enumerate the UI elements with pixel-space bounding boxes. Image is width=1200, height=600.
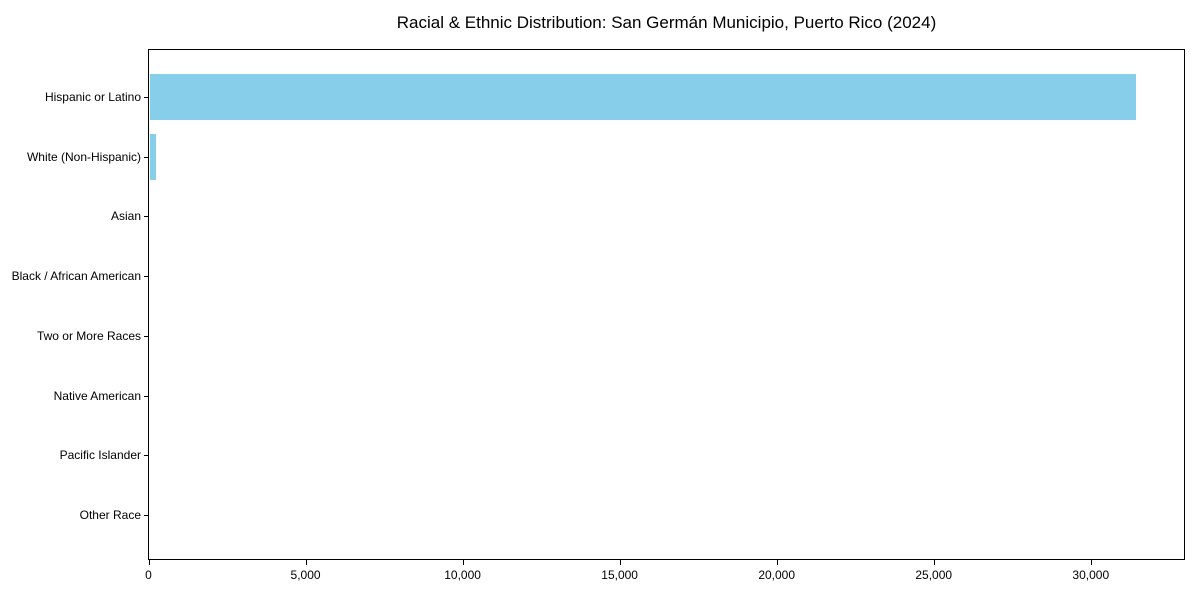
y-tick-label: Native American xyxy=(53,388,141,403)
y-tick-mark xyxy=(144,97,149,98)
y-tick-label: Black / African American xyxy=(11,269,141,284)
x-tick-label: 25,000 xyxy=(915,568,953,582)
x-tick-label: 5,000 xyxy=(290,568,321,582)
x-tick-mark xyxy=(148,560,150,565)
plot-area xyxy=(148,49,1185,560)
x-tick-mark xyxy=(305,560,307,565)
y-tick-mark xyxy=(144,395,149,397)
x-tick-label: 0 xyxy=(145,568,152,582)
y-tick-mark xyxy=(144,455,149,457)
x-tick-mark xyxy=(1090,560,1092,565)
x-tick-mark xyxy=(462,560,464,565)
x-tick-label: 10,000 xyxy=(444,568,481,582)
y-tick-label: Hispanic or Latino xyxy=(44,90,141,104)
bar-white-non-hispanic xyxy=(149,133,157,180)
x-tick-label: 30,000 xyxy=(1072,568,1110,582)
y-tick-mark xyxy=(144,276,149,278)
chart-title: Racial & Ethnic Distribution: San Germán… xyxy=(396,13,937,32)
y-tick-label: White (Non-Hispanic) xyxy=(26,149,141,164)
y-tick-label: Other Race xyxy=(79,508,141,523)
bar-hispanic-or-latino xyxy=(149,74,1137,120)
y-tick-label: Asian xyxy=(110,209,141,224)
x-tick-mark xyxy=(933,560,935,565)
x-tick-mark xyxy=(619,560,621,565)
y-tick-label: Two or More Races xyxy=(36,328,141,343)
x-tick-label: 20,000 xyxy=(758,568,796,582)
y-tick-mark xyxy=(144,156,149,158)
y-tick-mark xyxy=(144,515,149,517)
y-tick-mark xyxy=(144,216,149,218)
x-tick-label: 15,000 xyxy=(601,568,638,582)
x-tick-mark xyxy=(776,560,778,565)
y-tick-label: Pacific Islander xyxy=(59,448,141,463)
y-tick-mark xyxy=(144,335,149,337)
